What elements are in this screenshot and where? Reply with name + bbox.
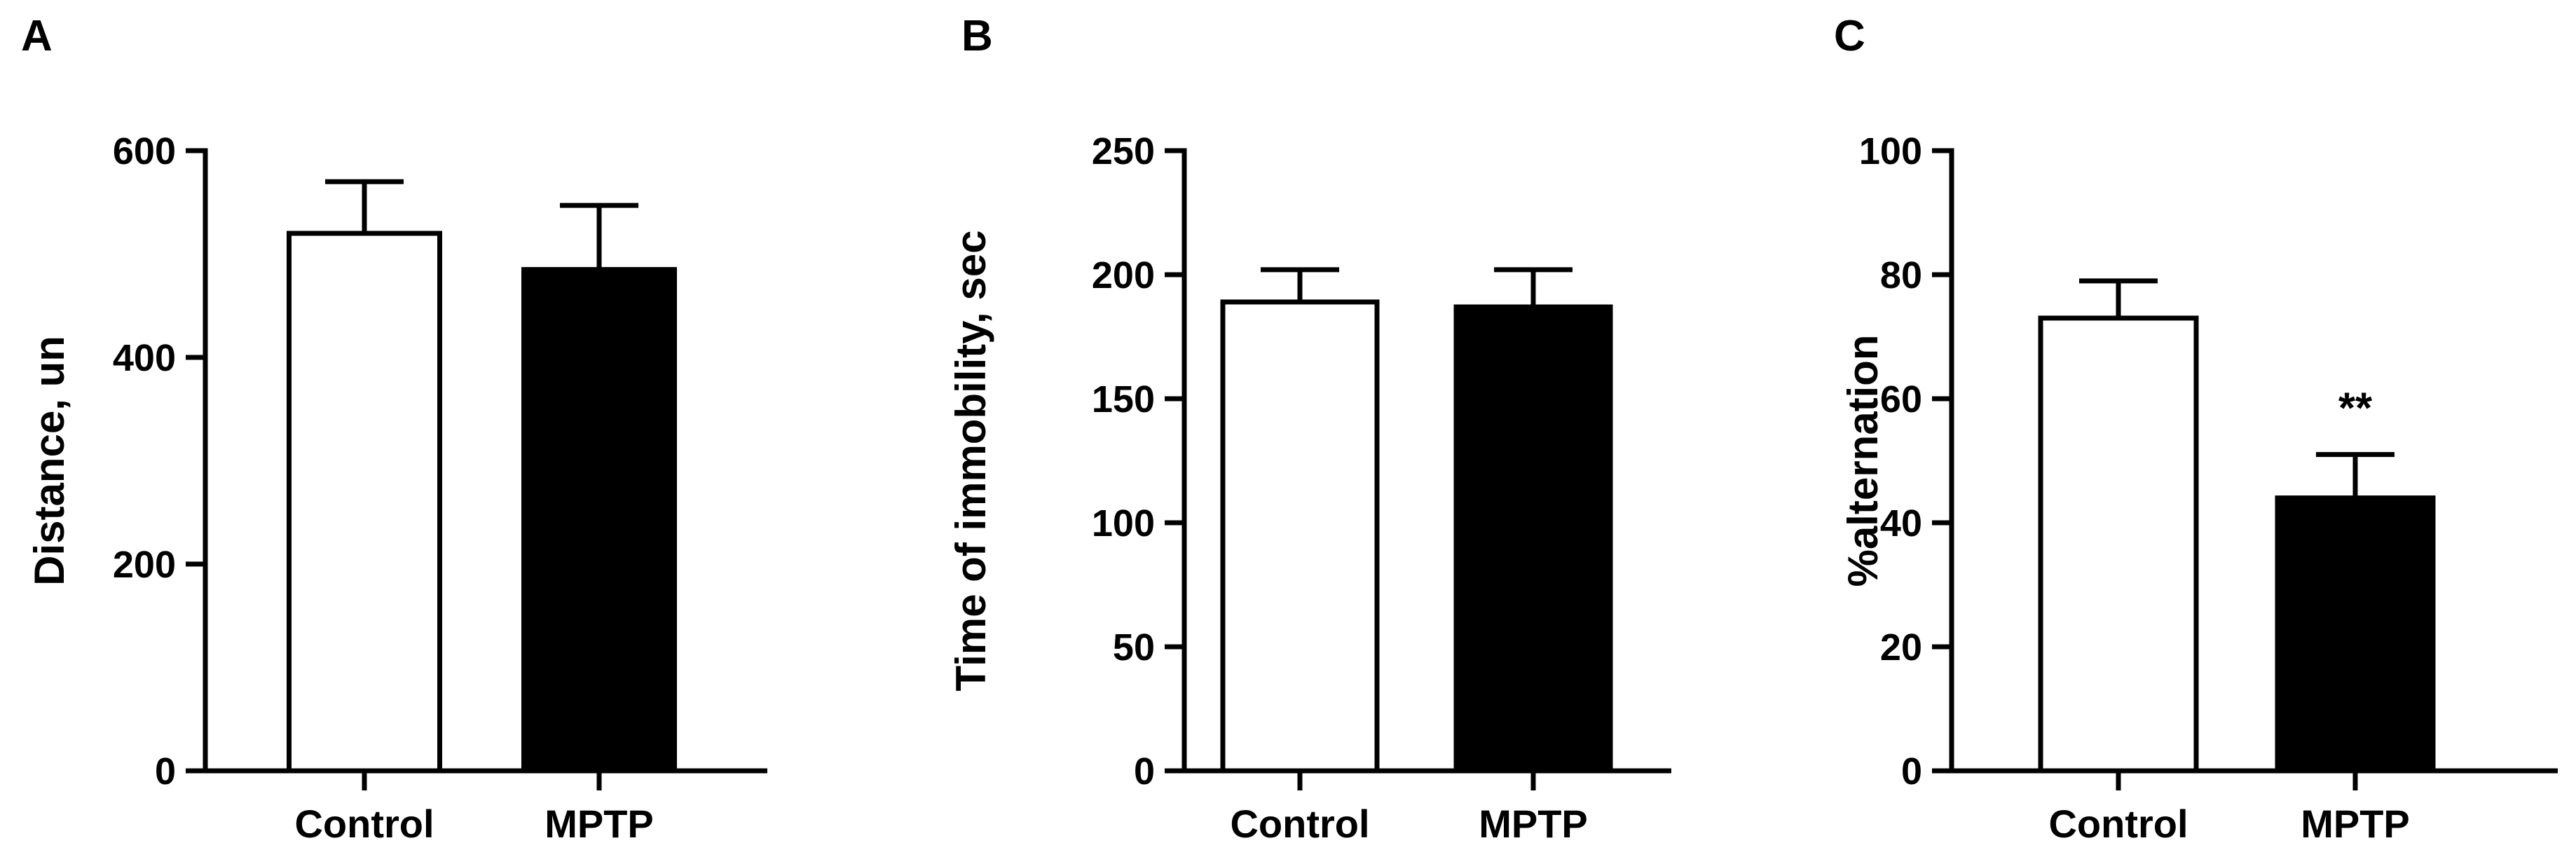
y-tick-label: 50 — [1113, 626, 1155, 669]
x-tick-label: MPTP — [2301, 802, 2410, 846]
panel-label: A — [21, 12, 53, 60]
y-tick-label: 150 — [1092, 378, 1155, 420]
panel-label: B — [961, 12, 993, 60]
y-tick-label: 60 — [1880, 378, 1922, 420]
bar-mptp — [521, 267, 677, 774]
y-axis-title: Time of immobility, sec — [947, 231, 994, 692]
x-tick-label: Control — [294, 802, 434, 846]
y-tick-label: 0 — [1134, 750, 1155, 793]
y-tick-label: 200 — [113, 544, 176, 586]
y-axis-title: %alternation — [1839, 334, 1886, 587]
y-tick-label: 100 — [1092, 502, 1155, 544]
bar-mptp — [2275, 495, 2436, 774]
y-tick-label: 100 — [1859, 130, 1922, 172]
y-tick-label: 80 — [1880, 254, 1922, 296]
x-tick-label: MPTP — [544, 802, 654, 846]
y-tick-label: 0 — [1901, 750, 1922, 793]
y-tick-label: 200 — [1092, 254, 1155, 296]
y-tick-label: 400 — [113, 337, 176, 379]
y-axis-title: Distance, un — [26, 336, 73, 586]
significance-label: ** — [2338, 385, 2373, 433]
x-tick-label: Control — [1230, 802, 1369, 846]
y-tick-label: 20 — [1880, 626, 1922, 669]
panel-label: C — [1834, 12, 1865, 60]
y-tick-label: 600 — [113, 130, 176, 172]
bar-control — [1220, 299, 1380, 774]
y-tick-label: 250 — [1092, 130, 1155, 172]
x-tick-label: MPTP — [1479, 802, 1588, 846]
bar-control — [287, 231, 442, 774]
x-tick-label: Control — [2048, 802, 2188, 846]
bar-control — [2038, 315, 2199, 774]
y-tick-label: 0 — [155, 750, 176, 793]
y-tick-label: 40 — [1880, 502, 1922, 544]
bar-mptp — [1453, 304, 1613, 774]
